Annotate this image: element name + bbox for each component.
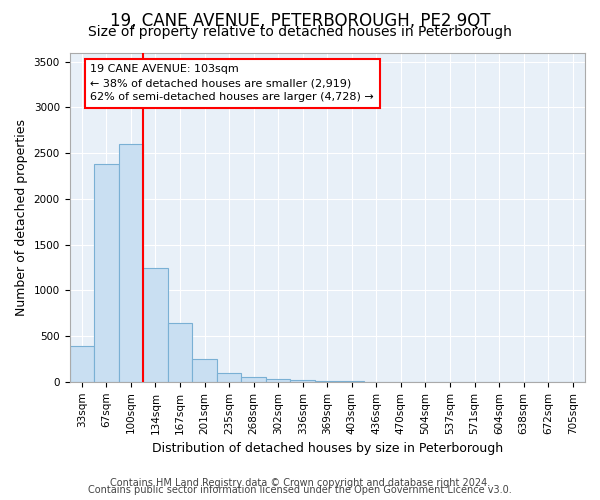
Bar — [290, 380, 315, 382]
Text: Size of property relative to detached houses in Peterborough: Size of property relative to detached ho… — [88, 25, 512, 39]
Bar — [266, 378, 290, 382]
Y-axis label: Number of detached properties: Number of detached properties — [15, 118, 28, 316]
Text: 19, CANE AVENUE, PETERBOROUGH, PE2 9QT: 19, CANE AVENUE, PETERBOROUGH, PE2 9QT — [110, 12, 490, 30]
Bar — [168, 324, 192, 382]
Bar — [143, 268, 168, 382]
Bar — [119, 144, 143, 382]
Bar — [217, 372, 241, 382]
Bar — [70, 346, 94, 382]
Bar — [315, 381, 340, 382]
Text: Contains public sector information licensed under the Open Government Licence v3: Contains public sector information licen… — [88, 485, 512, 495]
Bar — [192, 359, 217, 382]
Bar — [94, 164, 119, 382]
Text: 19 CANE AVENUE: 103sqm
← 38% of detached houses are smaller (2,919)
62% of semi-: 19 CANE AVENUE: 103sqm ← 38% of detached… — [91, 64, 374, 102]
Text: Contains HM Land Registry data © Crown copyright and database right 2024.: Contains HM Land Registry data © Crown c… — [110, 478, 490, 488]
X-axis label: Distribution of detached houses by size in Peterborough: Distribution of detached houses by size … — [152, 442, 503, 455]
Bar — [241, 377, 266, 382]
